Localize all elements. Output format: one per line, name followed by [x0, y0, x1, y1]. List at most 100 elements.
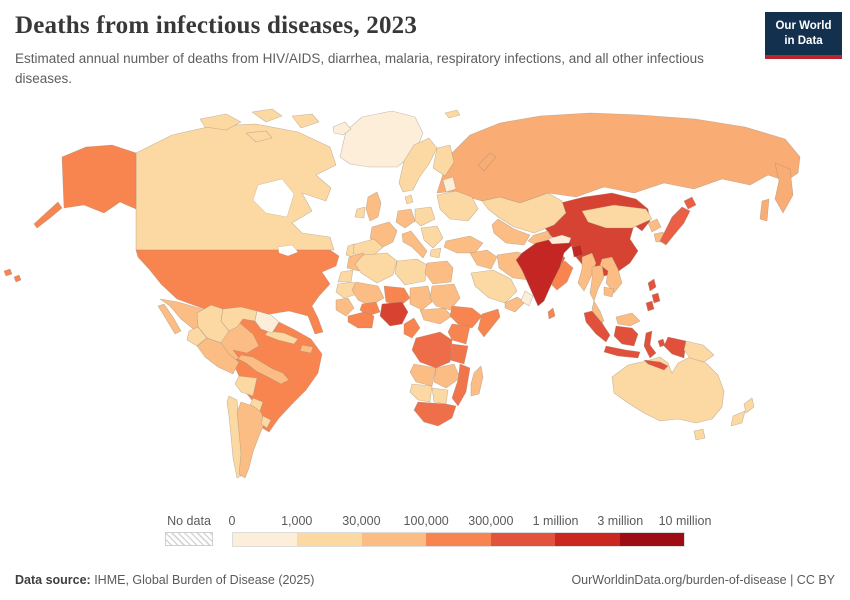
country-south-africa[interactable]: [413, 401, 457, 427]
owid-link[interactable]: OurWorldinData.org/burden-of-disease | C…: [571, 573, 835, 587]
country-greenland[interactable]: [339, 110, 424, 168]
country-saudi-arabia[interactable]: [470, 269, 518, 304]
country-canada-arctic-3[interactable]: [291, 113, 320, 129]
country-australia[interactable]: [611, 356, 725, 424]
region-kenya-uganda[interactable]: [447, 323, 471, 345]
country-russia-sakhalin[interactable]: [759, 198, 770, 222]
region-iraq-syria[interactable]: [469, 249, 498, 270]
country-ethiopia[interactable]: [449, 305, 483, 329]
country-portugal[interactable]: [345, 243, 355, 258]
region-scandinavia[interactable]: [398, 137, 438, 193]
region-vietnam-laos[interactable]: [599, 256, 623, 294]
country-mauritania[interactable]: [335, 281, 359, 299]
country-madagascar[interactable]: [470, 365, 484, 397]
legend-segment[interactable]: [297, 533, 362, 546]
country-papua-new-guinea[interactable]: [683, 340, 715, 363]
legend-bar[interactable]: [232, 532, 685, 547]
country-cuba[interactable]: [264, 330, 299, 345]
country-usa[interactable]: [135, 249, 340, 335]
country-ireland[interactable]: [354, 206, 366, 219]
country-indonesia-papua[interactable]: [663, 336, 687, 359]
legend-segment[interactable]: [555, 533, 620, 546]
country-sri-lanka[interactable]: [547, 307, 556, 320]
country-chad[interactable]: [409, 285, 433, 311]
country-new-zealand-south[interactable]: [730, 410, 746, 427]
legend-segment[interactable]: [619, 533, 684, 546]
country-tanzania[interactable]: [449, 343, 469, 365]
country-yemen[interactable]: [504, 296, 526, 313]
country-indonesia-sumatra[interactable]: [583, 310, 611, 343]
country-indonesia-lesser-sunda[interactable]: [643, 359, 669, 371]
country-finland[interactable]: [432, 144, 455, 177]
country-mali[interactable]: [351, 281, 385, 307]
country-algeria[interactable]: [354, 252, 398, 284]
region-guyanas[interactable]: [254, 310, 280, 334]
region-central-europe[interactable]: [414, 206, 436, 227]
country-philippines-mindanao[interactable]: [645, 300, 655, 312]
country-denmark[interactable]: [404, 194, 414, 205]
country-cameroon[interactable]: [403, 317, 421, 339]
country-botswana[interactable]: [431, 387, 449, 405]
country-russia-kamchatka[interactable]: [774, 162, 794, 214]
country-kazakhstan[interactable]: [481, 192, 567, 234]
country-canada-arctic-1[interactable]: [199, 113, 242, 131]
country-uk[interactable]: [365, 191, 382, 222]
country-north-korea[interactable]: [647, 218, 662, 233]
country-australia-tasmania[interactable]: [693, 428, 706, 441]
country-hispaniola[interactable]: [299, 344, 314, 354]
region-balkans[interactable]: [420, 225, 444, 249]
country-indonesia-kalimantan[interactable]: [613, 325, 639, 347]
legend-segment[interactable]: [426, 533, 491, 546]
country-iceland[interactable]: [332, 121, 352, 136]
country-turkey[interactable]: [443, 235, 484, 254]
country-bangladesh[interactable]: [571, 244, 584, 258]
country-niger[interactable]: [383, 285, 411, 307]
region-ukraine-belarus[interactable]: [436, 190, 479, 222]
country-angola[interactable]: [409, 363, 437, 387]
country-mongolia[interactable]: [581, 204, 653, 229]
country-indonesia-java[interactable]: [603, 345, 641, 359]
region-car-south-sudan[interactable]: [419, 307, 453, 325]
country-japan-hokkaido[interactable]: [683, 196, 697, 210]
country-drc[interactable]: [411, 331, 453, 369]
country-venezuela[interactable]: [220, 306, 258, 332]
region-svalbard[interactable]: [444, 109, 461, 119]
country-egypt[interactable]: [424, 260, 454, 285]
country-malaysia-borneo[interactable]: [615, 312, 641, 327]
country-mozambique[interactable]: [451, 363, 471, 407]
country-oman[interactable]: [520, 290, 534, 307]
country-italy[interactable]: [401, 230, 428, 259]
country-germany[interactable]: [395, 208, 416, 229]
region-central-asia-west[interactable]: [491, 218, 531, 246]
region-central-america[interactable]: [237, 354, 290, 385]
country-canada[interactable]: [135, 123, 337, 251]
legend-segment[interactable]: [233, 533, 298, 546]
country-argentina[interactable]: [236, 401, 266, 479]
country-new-zealand-north[interactable]: [743, 397, 755, 414]
country-cambodia[interactable]: [603, 286, 615, 298]
country-russia-novaya-zemlya[interactable]: [477, 152, 497, 172]
country-libya[interactable]: [394, 258, 428, 286]
country-nepal[interactable]: [547, 234, 572, 245]
region-ivory-coast-ghana[interactable]: [347, 311, 375, 329]
country-greece[interactable]: [429, 247, 442, 259]
country-canada-arctic-4[interactable]: [245, 130, 273, 143]
legend-segment[interactable]: [361, 533, 427, 546]
country-canada-arctic-2[interactable]: [251, 108, 283, 123]
country-usa-hawaii-1[interactable]: [3, 268, 13, 277]
country-uruguay[interactable]: [260, 415, 272, 429]
country-philippines-luzon[interactable]: [647, 278, 657, 292]
country-thailand[interactable]: [589, 264, 605, 302]
country-peru[interactable]: [196, 337, 240, 375]
country-bolivia[interactable]: [234, 375, 258, 397]
legend-no-data-swatch[interactable]: [165, 532, 213, 546]
country-usa-aleutians[interactable]: [33, 201, 63, 229]
region-senegal-guinea[interactable]: [335, 297, 355, 317]
owid-logo[interactable]: Our World in Data: [765, 12, 842, 59]
country-myanmar[interactable]: [577, 252, 597, 292]
country-namibia[interactable]: [409, 383, 433, 403]
country-usa-hawaii-2[interactable]: [13, 274, 22, 283]
country-somalia[interactable]: [477, 308, 501, 338]
region-zambia-zimbabwe[interactable]: [433, 363, 461, 389]
country-mexico-baja[interactable]: [157, 303, 182, 335]
